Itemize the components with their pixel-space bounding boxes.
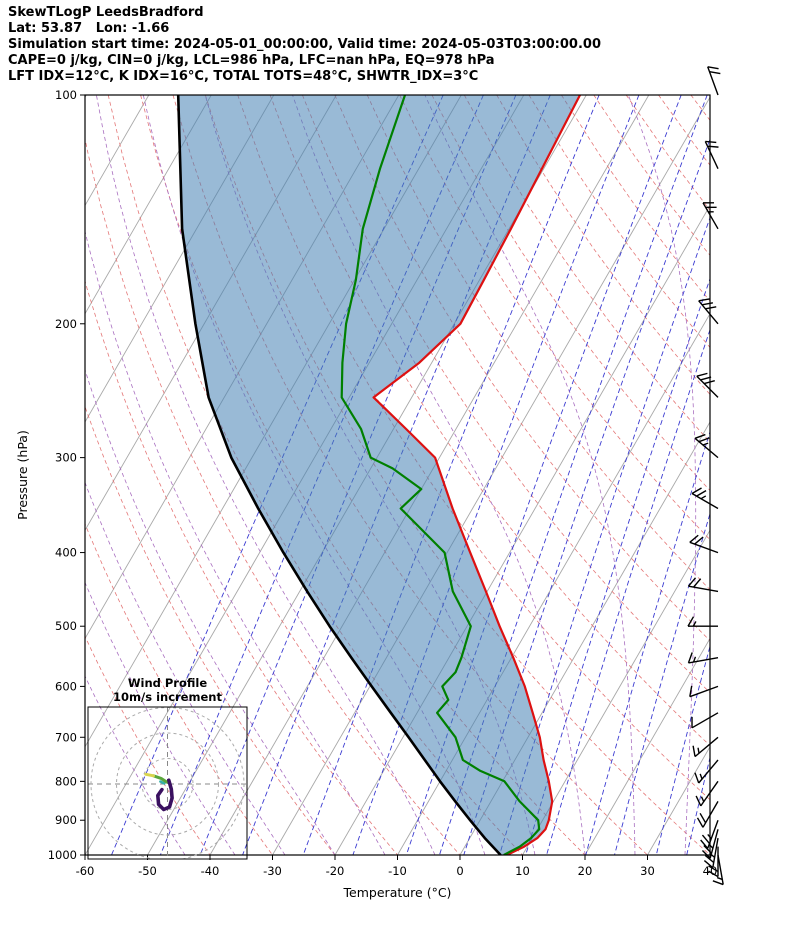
figure-title: SkewTLogP LeedsBradford — [8, 5, 204, 20]
y-tick-label: 600 — [55, 679, 77, 693]
y-tick-label: 900 — [55, 813, 77, 827]
y-tick-label: 200 — [55, 317, 77, 331]
axes: -60 -50 -40 -30 -20 -10 0 10 20 30 401002003004005… — [15, 88, 717, 900]
wind-barb — [702, 202, 719, 230]
x-tick-label: 0 — [456, 864, 463, 878]
figure-times: Simulation start time: 2024-05-01_00:00:… — [8, 37, 601, 52]
hodograph-ring — [141, 758, 194, 810]
figure-indices-line1: CAPE=0 j/kg, CIN=0 j/kg, LCL=986 hPa, LF… — [8, 53, 495, 68]
hodograph-ring — [90, 707, 245, 859]
x-tick-label: -60 — [76, 864, 95, 878]
wind-barb — [707, 66, 721, 96]
y-tick-label: 800 — [55, 774, 77, 788]
wind-barb — [695, 780, 719, 807]
wind-barb — [689, 534, 719, 554]
x-axis-label: Temperature (°C) — [343, 885, 452, 900]
y-axis-label: Pressure (hPa) — [15, 430, 30, 520]
y-tick-label: 100 — [55, 88, 77, 102]
y-tick-label: 400 — [55, 546, 77, 560]
hodograph-trace-purple — [156, 778, 174, 812]
x-tick-label: -50 — [138, 864, 157, 878]
wind-barb — [708, 846, 719, 878]
wind-barb — [698, 298, 719, 325]
y-tick-label: 500 — [55, 619, 77, 633]
hodograph-title-line1: Wind Profile — [128, 676, 208, 690]
hodograph-trace-green — [152, 774, 169, 784]
wind-barb — [687, 616, 718, 627]
wind-barb — [712, 854, 724, 886]
wind-barb — [694, 433, 719, 459]
x-tick-label: -30 — [263, 864, 282, 878]
x-tick-label: 30 — [640, 864, 655, 878]
hodograph-trace-yellow — [144, 772, 155, 778]
figure-indices-line2: LFT IDX=12°C, K IDX=16°C, TOTAL TOTS=48°… — [8, 69, 479, 84]
hodograph-frame — [87, 706, 248, 860]
hodograph-trace-teal — [159, 780, 166, 785]
wind-barb — [700, 819, 719, 849]
dewpoint-line — [340, 95, 541, 855]
figure-header: SkewTLogP LeedsBradford Lat: 53.87 Lon: … — [8, 5, 601, 85]
wind-barb — [694, 759, 719, 784]
wind-barb — [696, 372, 719, 398]
wind-barb — [696, 801, 719, 828]
x-tick-label: -20 — [326, 864, 345, 878]
x-tick-label: 20 — [578, 864, 593, 878]
y-tick-label: 300 — [55, 451, 77, 465]
wind-barbs — [687, 66, 724, 886]
cape-shading — [178, 95, 580, 855]
wind-barb — [689, 685, 719, 698]
y-tick-label: 1000 — [48, 848, 77, 862]
hodograph-title-line2: 10m/s increment — [113, 690, 222, 704]
figure-coordinates: Lat: 53.87 Lon: -1.66 — [8, 21, 170, 36]
hodograph-ring — [116, 732, 219, 836]
wind-barb — [687, 577, 719, 593]
wind-barb — [691, 712, 719, 729]
x-tick-label: 10 — [515, 864, 530, 878]
wind-barb — [692, 736, 719, 758]
parcel-line — [176, 95, 502, 855]
x-tick-label: -10 — [388, 864, 407, 878]
temperature-line — [372, 95, 581, 855]
wind-barb — [687, 652, 719, 664]
x-tick-label: -40 — [201, 864, 220, 878]
wind-barb — [704, 140, 719, 169]
wind-barb — [691, 487, 719, 510]
y-tick-label: 700 — [55, 730, 77, 744]
